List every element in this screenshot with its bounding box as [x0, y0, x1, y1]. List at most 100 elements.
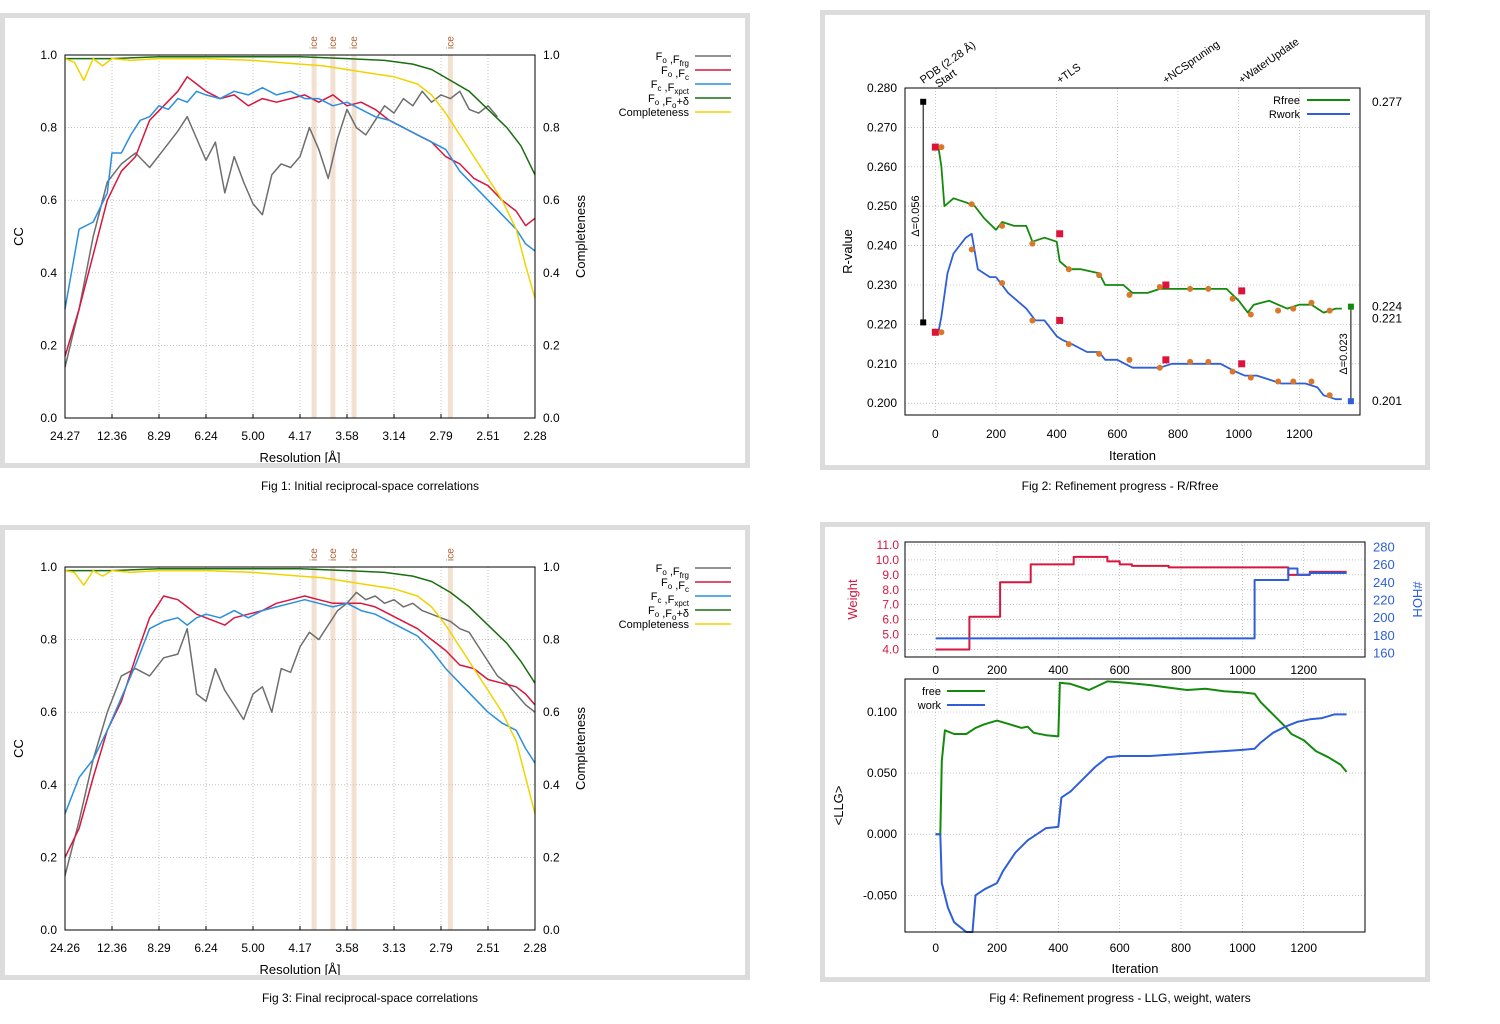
fig2-orange-marker-work-12: [1275, 378, 1282, 385]
fig3-series-fo_ffrg: [64, 591, 536, 876]
fig3-ice-band-3: [447, 567, 453, 930]
fig3-y2tick-label-1: 0.2: [543, 850, 560, 864]
fig2-orange-marker-work-15: [1326, 392, 1333, 399]
fig3-xtick-label-10: 2.28: [523, 941, 547, 955]
fig2-series-rfree: [937, 146, 1342, 314]
fig1-ytick-label-4: 0.8: [40, 121, 57, 135]
fig2-right-label-0: 0.277: [1372, 95, 1402, 109]
fig1-series-completeness: [64, 57, 536, 299]
figure-3-panel: ice ice ice ice 24.26 12.36 8.29 6.24 5.00 4.17 3.…: [0, 525, 750, 980]
fig2-red-marker-1: [931, 328, 939, 336]
fig2-delta-left-label: Δ=0.056: [910, 195, 922, 236]
fig3-xtick-label-1: 12.36: [97, 941, 127, 955]
fig2-orange-marker-free-11: [1247, 311, 1254, 318]
fig2-orange-marker-free-5: [1096, 272, 1103, 279]
figure-2-caption: Fig 2: Refinement progress - R/Rfree: [1021, 479, 1219, 493]
fig2-start-marker-bottom: [920, 319, 927, 326]
fig2-right-label-1: 0.224: [1372, 300, 1402, 314]
fig1-xlabel: Resolution [Å]: [260, 450, 341, 463]
fig4-bottom-ytick-2: 0.000: [867, 827, 897, 841]
fig3-xtick-label-2: 8.29: [147, 941, 171, 955]
fig2-ytick-label-6: 0.260: [867, 160, 897, 174]
figure-2-chart: Δ=0.056 Δ=0.023 0 200 400 600 800 1000 1200 0.200…: [840, 36, 1402, 463]
fig3-xtick-label-4: 5.00: [241, 941, 265, 955]
fig1-xtick-label-7: 3.14: [382, 429, 406, 443]
fig1-legend-label-3: Fo ,Fo+δ: [648, 93, 689, 110]
fig2-delta-right-label: Δ=0.023: [1338, 333, 1350, 374]
fig1-xtick-label-4: 5.00: [241, 429, 265, 443]
fig2-right-label-2: 0.221: [1372, 311, 1402, 325]
fig1-series-fo_fc: [64, 76, 536, 357]
fig3-ytick-label-2: 0.4: [40, 778, 57, 792]
fig1-y2tick-label-4: 0.8: [543, 121, 560, 135]
fig4-top-frame: [904, 541, 1366, 658]
fig3-series-fc_fxpct: [64, 598, 536, 815]
fig3-xtick-label-9: 2.51: [476, 941, 500, 955]
fig3-ytick-label-1: 0.2: [40, 850, 57, 864]
fig1-series-fc_fxpct: [64, 86, 536, 310]
fig1-ice-band-3: [447, 55, 453, 418]
fig3-y2tick-label-3: 0.6: [543, 705, 560, 719]
fig1-series-fo_fo_delta: [65, 56, 536, 176]
fig3-xtick-label-0: 24.26: [50, 941, 80, 955]
fig4-bottom-series-rwork: [935, 713, 1347, 933]
fig4-bottom-xtick-6: 1200: [1290, 941, 1317, 955]
fig1-series-fo_ffrg: [64, 90, 498, 368]
figure-4-panel: 4.0 5.0 6.0 7.0 8.0 9.0 10.0 11.0 160 180 200 220 24…: [820, 522, 1430, 982]
fig1-xtick-label-2: 8.29: [147, 429, 171, 443]
fig1-ice-label-0: ice: [309, 36, 320, 49]
fig1-xtick-label-9: 2.51: [476, 429, 500, 443]
fig1-y2tick-label-0: 0.0: [543, 411, 560, 425]
fig4-bottom-xtick-2: 400: [1048, 941, 1068, 955]
fig3-legend-label-1: Fo ,Fc: [661, 577, 689, 594]
fig4-top-y2tick-0: 160: [1373, 646, 1395, 661]
fig4-top-y2label: #HOH: [1410, 581, 1425, 617]
fig4-top-ytick-1: 5.0: [882, 628, 899, 642]
fig4-top-ytick-3: 7.0: [882, 598, 899, 612]
fig3-ice-band-2: [351, 567, 357, 930]
fig4-legend-label-0: free: [922, 686, 941, 698]
fig2-red-marker-2: [1056, 230, 1064, 238]
fig4-xlabel: Iteration: [1112, 961, 1159, 976]
fig1-ice-label-2: ice: [349, 36, 360, 49]
fig2-orange-marker-free-13: [1290, 305, 1297, 312]
fig3-legend-label-0: Fo ,Ffrg: [656, 563, 689, 580]
fig2-xtick-label-3: 600: [1107, 427, 1127, 441]
fig1-y2tick-label-2: 0.4: [543, 266, 560, 280]
fig2-orange-marker-work-8: [1187, 358, 1194, 365]
fig1-legend-label-4: Completeness: [619, 107, 690, 119]
fig1-ice-band-1: [330, 55, 336, 418]
fig2-orange-marker-work-0: [938, 329, 945, 336]
fig2-start-marker-top: [920, 98, 927, 105]
fig2-top-label-4: +WaterUpdate: [1237, 36, 1302, 86]
fig2-ytick-label-8: 0.280: [867, 81, 897, 95]
fig2-red-marker-4: [1162, 281, 1170, 289]
fig2-orange-marker-free-9: [1205, 285, 1212, 292]
fig1-xtick-label-8: 2.79: [429, 429, 453, 443]
fig4-bottom-ytick-3: -0.050: [863, 888, 897, 902]
fig1-ytick-label-2: 0.4: [40, 266, 57, 280]
fig2-xtick-label-4: 800: [1168, 427, 1188, 441]
fig3-ytick-label-4: 0.8: [40, 633, 57, 647]
fig1-y2label: Completeness: [573, 194, 588, 278]
fig2-plot-frame: [904, 87, 1361, 416]
fig1-y2tick-label-3: 0.6: [543, 193, 560, 207]
fig2-right-label-3: 0.201: [1372, 394, 1402, 408]
fig1-ice-band-0: [311, 55, 317, 418]
fig4-bottom-series-rfree: [935, 680, 1348, 836]
fig4-bottom-ytick-0: 0.100: [867, 705, 897, 719]
fig4-top-y2tick-5: 260: [1373, 557, 1395, 572]
fig2-end-marker-work: [1347, 398, 1354, 405]
fig2-red-marker-7: [1238, 360, 1246, 368]
fig1-ice-label-1: ice: [328, 36, 339, 49]
fig2-orange-marker-free-4: [1065, 266, 1072, 273]
fig3-ice-label-2: ice: [349, 548, 360, 561]
fig2-orange-marker-free-0: [938, 144, 945, 151]
fig2-ytick-label-4: 0.240: [867, 239, 897, 253]
fig3-ice-band-0: [311, 567, 317, 930]
fig2-orange-marker-work-2: [999, 280, 1006, 287]
fig3-xtick-label-7: 3.13: [382, 941, 406, 955]
fig3-y2label: Completeness: [573, 706, 588, 790]
fig3-legend-label-2: Fc ,Fxpct: [651, 591, 690, 608]
